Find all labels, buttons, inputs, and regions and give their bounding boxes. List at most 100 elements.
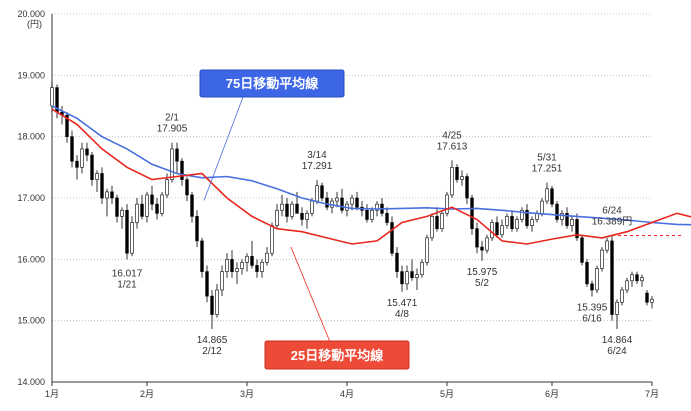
candle bbox=[320, 182, 324, 202]
candle-body bbox=[190, 194, 194, 217]
candle bbox=[550, 185, 554, 208]
candle-body bbox=[415, 274, 419, 279]
candle-body bbox=[245, 255, 249, 263]
candle-body bbox=[515, 219, 519, 229]
candle-body bbox=[200, 240, 204, 272]
candle bbox=[215, 283, 219, 318]
candle bbox=[240, 259, 244, 275]
candle bbox=[130, 216, 134, 257]
candle-body bbox=[120, 209, 124, 217]
candle-body bbox=[645, 292, 649, 303]
x-tick-label: 1月 bbox=[45, 389, 59, 399]
annotation-value: 15.395 bbox=[577, 302, 608, 313]
candle-body bbox=[205, 271, 209, 297]
candle-body bbox=[630, 274, 634, 282]
candle bbox=[530, 216, 534, 232]
candle-body bbox=[315, 185, 319, 202]
candle-body bbox=[100, 173, 104, 199]
candle-body bbox=[585, 262, 589, 285]
annotation-value: 15.975 bbox=[467, 267, 498, 278]
candle bbox=[180, 158, 184, 186]
candle bbox=[295, 191, 299, 214]
candle-body bbox=[220, 271, 224, 291]
candle bbox=[285, 198, 289, 223]
candle bbox=[370, 207, 374, 223]
candle-body bbox=[230, 259, 234, 272]
candle-body bbox=[375, 203, 379, 211]
annotation-value: 14.865 bbox=[197, 335, 228, 346]
candle-body bbox=[505, 216, 509, 226]
candle-body bbox=[600, 249, 604, 269]
candle bbox=[230, 250, 234, 278]
candle bbox=[640, 274, 644, 287]
candle bbox=[225, 253, 229, 278]
candle-body bbox=[285, 203, 289, 217]
ma75-legend-leader bbox=[203, 96, 244, 201]
candle-body bbox=[440, 213, 444, 229]
candle-body bbox=[355, 197, 359, 208]
moving-average-lines bbox=[51, 105, 691, 245]
candle bbox=[170, 142, 174, 183]
candle-body bbox=[215, 289, 219, 315]
candle-body bbox=[95, 173, 99, 180]
candle-body bbox=[570, 219, 574, 226]
candle bbox=[625, 277, 629, 294]
candle bbox=[160, 191, 164, 217]
candle bbox=[85, 142, 89, 162]
annotation-value: 17.251 bbox=[532, 164, 563, 175]
annotation-date: 3/14 bbox=[307, 150, 327, 161]
x-tick-label: 4月 bbox=[340, 389, 354, 399]
y-tick-label: 17.000 bbox=[17, 193, 45, 203]
candle bbox=[290, 201, 294, 220]
candle bbox=[620, 286, 624, 306]
candle bbox=[525, 204, 529, 229]
candle bbox=[115, 194, 119, 223]
candle bbox=[570, 216, 574, 232]
candle bbox=[135, 198, 139, 229]
candle bbox=[300, 207, 304, 226]
candle bbox=[515, 216, 519, 232]
candle-body bbox=[615, 301, 619, 315]
candle-body bbox=[590, 283, 594, 291]
candle bbox=[535, 210, 539, 223]
candle-body bbox=[305, 213, 309, 220]
candle bbox=[150, 185, 154, 211]
candle-body bbox=[110, 191, 114, 199]
annotation-date: 5/2 bbox=[475, 278, 489, 289]
annotation-date: 6/24 bbox=[602, 205, 622, 216]
candle-body bbox=[155, 203, 159, 214]
candle-body bbox=[510, 216, 514, 229]
candle-body bbox=[395, 252, 399, 272]
annotation-date: 2/1 bbox=[165, 112, 179, 123]
ma25-legend-leader bbox=[290, 246, 331, 343]
annotation-date: 6/16 bbox=[582, 313, 602, 324]
candle-body bbox=[340, 197, 344, 211]
candle-body bbox=[405, 271, 409, 285]
candle-body bbox=[210, 295, 214, 315]
candle-body bbox=[80, 148, 84, 168]
candle bbox=[145, 191, 149, 223]
candle bbox=[510, 210, 514, 232]
candle bbox=[385, 207, 389, 226]
candle bbox=[410, 259, 414, 281]
candle bbox=[265, 247, 269, 266]
candle bbox=[365, 204, 369, 223]
candle bbox=[605, 237, 609, 254]
y-tick-label: 20.000 bbox=[17, 9, 45, 19]
candle bbox=[325, 191, 329, 211]
candle-body bbox=[130, 222, 134, 254]
candle bbox=[245, 253, 249, 272]
candle-body bbox=[105, 191, 109, 199]
candle-body bbox=[485, 237, 489, 251]
candle-body bbox=[480, 246, 484, 251]
candle-body bbox=[135, 203, 139, 223]
candle bbox=[565, 207, 569, 229]
candle-body bbox=[280, 203, 284, 211]
candle-body bbox=[185, 179, 189, 196]
candle-body bbox=[265, 252, 269, 263]
candle-body bbox=[320, 185, 324, 199]
candle bbox=[600, 247, 604, 272]
